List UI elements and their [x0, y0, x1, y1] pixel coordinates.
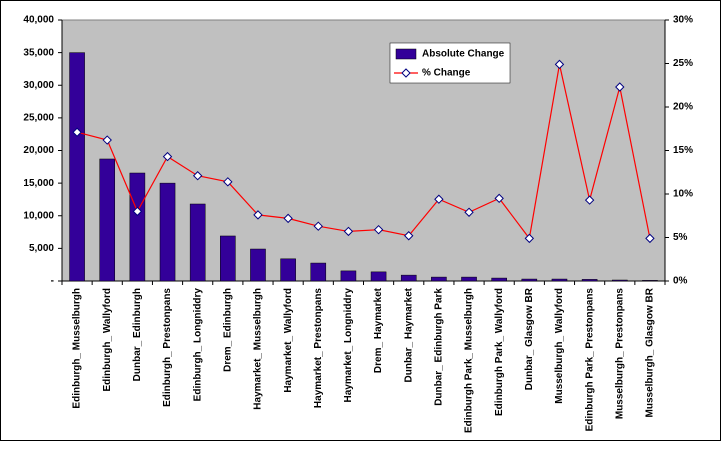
- y2-tick-label: 25%: [673, 58, 693, 69]
- y-tick-label: 25,000: [23, 113, 54, 124]
- bar: [400, 274, 417, 282]
- x-tick-label: Edinburgh Park_ Wallyford: [494, 288, 505, 416]
- line-marker: [223, 177, 233, 187]
- line-marker: [102, 135, 112, 145]
- legend-swatch: [395, 48, 417, 60]
- line-marker: [645, 233, 655, 244]
- bar: [129, 172, 146, 282]
- bar: [521, 278, 538, 282]
- x-tick-label: Dunbar_ Haymarket: [403, 287, 414, 382]
- legend-label: Absolute Change: [422, 49, 505, 60]
- x-tick-label: Haymarket_ Longniddry: [343, 288, 354, 403]
- bar: [280, 258, 296, 282]
- y-tick-label: 15,000: [23, 178, 54, 189]
- line: [76, 64, 651, 240]
- line-marker: [253, 210, 263, 220]
- y2-tick-label: 10%: [673, 189, 693, 200]
- line-marker: [373, 224, 384, 235]
- bar: [99, 158, 116, 282]
- bar: [159, 182, 176, 282]
- line-marker: [313, 221, 323, 231]
- x-tick-label: Edinburgh_ Wallyford: [102, 288, 113, 392]
- bar: [581, 279, 598, 282]
- y2-tick-label: 30%: [673, 15, 693, 26]
- x-tick-label: Edinburgh_ Musselburgh: [72, 288, 83, 409]
- bar: [310, 262, 327, 282]
- plot-area: [61, 19, 666, 282]
- bar: [431, 276, 447, 282]
- legend-marker: [401, 68, 411, 78]
- line-marker: [404, 231, 414, 241]
- y2-tick-label: 0%: [673, 276, 688, 287]
- bar: [611, 279, 628, 282]
- x-tick-label: Edinburgh_ Longniddry: [192, 288, 203, 402]
- line-marker: [192, 171, 203, 181]
- y-tick-label: 5,000: [29, 243, 54, 254]
- y2-tick-label: 20%: [673, 102, 693, 113]
- line-marker: [72, 127, 82, 137]
- y-tick-label: 35,000: [23, 47, 54, 58]
- bar: [491, 277, 507, 282]
- line-marker: [554, 59, 565, 70]
- x-tick-label: Edinburgh Park_ Prestonpans: [584, 288, 595, 432]
- y-tick-label: 10,000: [23, 210, 54, 221]
- x-tick-label: Musselburgh_ Prestonpans: [614, 288, 625, 420]
- x-tick-label: Musselburgh_ Glasgow BR: [645, 287, 656, 417]
- bar: [69, 52, 85, 282]
- x-tick-label: Edinburgh Park_ Musselburgh: [464, 288, 475, 433]
- line-marker: [615, 82, 625, 92]
- bar: [220, 235, 236, 282]
- line-marker: [494, 193, 504, 204]
- y-tick-label: 40,000: [23, 15, 54, 26]
- bar: [551, 278, 568, 282]
- x-tick-label: Musselburgh_ Wallyford: [554, 288, 565, 404]
- x-tick-label: Haymarket_ Musselburgh: [253, 288, 264, 410]
- line-marker: [343, 226, 354, 237]
- bar: [370, 271, 387, 282]
- x-tick-label: Drem_ Haymarket: [373, 287, 384, 373]
- y-tick-label: 20,000: [23, 145, 54, 156]
- y-tick-label: 30,000: [23, 80, 54, 91]
- line-marker: [584, 195, 595, 205]
- y-tick-label: -: [51, 276, 54, 287]
- x-tick-label: Haymarket_ Wallyford: [283, 288, 294, 393]
- x-tick-label: Dunbar_ Glasgow BR: [524, 287, 535, 390]
- x-tick-label: Haymarket_ Prestonpans: [313, 288, 324, 408]
- bar: [250, 248, 266, 282]
- y2-tick-label: 5%: [673, 232, 688, 243]
- x-tick-label: Dunbar_ Edinburgh: [132, 288, 143, 381]
- line-marker: [464, 207, 474, 217]
- bar: [461, 276, 477, 282]
- line-marker: [434, 194, 444, 204]
- x-tick-label: Dunbar_ Edinburgh Park: [434, 288, 445, 406]
- bar: [189, 203, 206, 282]
- legend-label: % Change: [422, 68, 471, 79]
- x-tick-label: Drem_ Edinburgh: [222, 288, 233, 372]
- y2-tick-label: 15%: [673, 145, 693, 156]
- legend: Absolute Change % Change: [389, 42, 511, 84]
- x-tick-label: Edinburgh_ Prestonpans: [162, 288, 173, 407]
- bar: [642, 280, 658, 282]
- line-marker: [524, 233, 535, 244]
- bar: [340, 270, 357, 282]
- line-marker: [162, 151, 173, 162]
- line-marker: [132, 206, 143, 217]
- line-marker: [283, 213, 293, 224]
